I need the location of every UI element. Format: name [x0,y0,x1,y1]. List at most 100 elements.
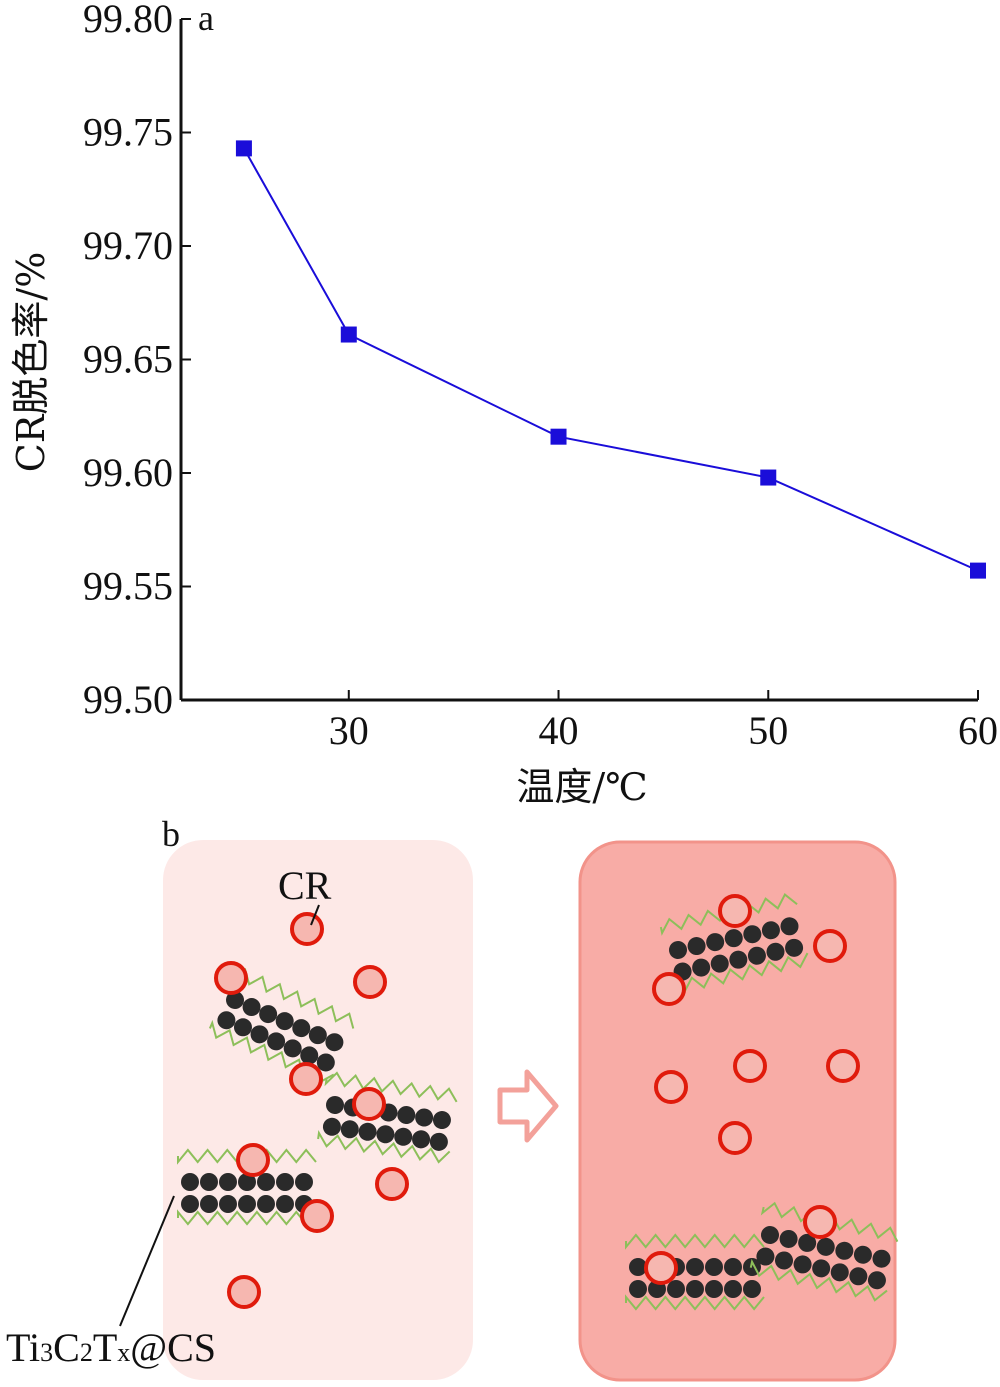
cr-dye-molecule [236,1143,270,1177]
sheet-atom [275,1012,294,1031]
sheet-atom [761,1226,779,1244]
x-tick-label: 30 [329,708,369,753]
sheet-atom [853,1245,872,1264]
cr-dye-molecule [290,912,324,946]
cr-dye-molecule [227,1275,261,1309]
sheet-atom [217,1011,236,1030]
sheet-atom [729,950,748,969]
data-point-marker [235,140,252,157]
process-arrow [497,1069,559,1143]
panel-label-a: a [198,0,214,38]
sheet-atom [849,1267,868,1286]
sheet-atom [798,1233,817,1252]
cr-dye-molecule [353,965,387,999]
sheet-atom [394,1127,413,1146]
sheet-atom [747,946,766,965]
sheet-atom [397,1106,416,1125]
x-tick-label: 40 [539,708,579,753]
polymer-chain [177,1209,317,1226]
sheet-atom [743,925,762,944]
panel-label-b: b [162,814,180,854]
sheet-atom [761,921,780,940]
sheet-atom [687,937,706,956]
sheet-atom [629,1258,647,1276]
polymer-chain [317,1130,451,1164]
sheet-atom [242,998,261,1017]
y-axis-title: CR脱色率/% [9,252,53,473]
series-markers [235,140,986,579]
sheet-atom [283,1039,302,1058]
sheet-atom [257,1195,275,1213]
cr-dye-molecule [803,1205,837,1239]
composite-label: Ti3C2Tx@CS [6,1325,216,1370]
sheet-atom [779,1229,798,1248]
schematic-b: b CR Ti3C2Tx@CS [6,814,899,1382]
cr-dye-molecule [813,929,847,963]
sheet-atom [692,958,711,977]
sheet-atom [785,938,804,957]
sheet-atom [686,1280,704,1298]
sheet-atom [276,1195,294,1213]
sheet-atom [219,1195,237,1213]
sheet-atom [181,1173,199,1191]
sheet-atom [812,1259,831,1278]
sheet-atom [780,917,799,936]
sheet-atom [669,941,687,959]
sheet-atom [775,1251,794,1270]
sheet-atom [766,942,785,961]
nanosheet [659,893,809,994]
sheets-layer [177,893,899,1311]
cr-dye-molecule [289,1062,323,1096]
x-tick-label: 50 [748,708,788,753]
sheet-atom [300,1046,319,1065]
sheet-atom [867,1271,886,1290]
sheet-atom [724,1280,742,1298]
sheet-atom [743,1280,761,1298]
sheet-atom [325,1033,344,1052]
cr-dye-molecule [352,1087,386,1121]
nanosheet [625,1233,765,1311]
sheet-atom [415,1108,434,1127]
y-tick-label: 99.60 [83,450,173,495]
data-point-marker [550,428,567,445]
cr-dye-molecule [718,894,752,928]
polymer-chain [625,1294,765,1311]
sheet-atom [238,1173,256,1191]
y-tick-label: 99.70 [83,223,173,268]
polymer-chain [625,1233,765,1250]
sheet-atom [276,1173,294,1191]
sheet-atom [686,1258,704,1276]
cr-dye-molecule [718,1121,752,1155]
sheet-atom [308,1026,327,1045]
sheet-atom [376,1125,395,1144]
sheet-atom [292,1019,311,1038]
polymer-chain [324,1071,458,1103]
sheet-atom [412,1130,431,1149]
composite-leader-line [119,1195,175,1327]
y-tick-label: 99.75 [83,110,173,155]
x-ticks: 30 40 50 60 [329,690,998,753]
sheet-atom [667,1280,685,1298]
cr-dye-molecule [652,972,686,1006]
sheet-atom [706,933,725,952]
sheet-atom [705,1258,723,1276]
sheet-atom [432,1111,451,1130]
sheet-atom [340,1120,359,1139]
sheet-atom [257,1173,275,1191]
sheet-atom [830,1263,849,1282]
sheet-atom [710,954,729,973]
data-point-marker [970,562,986,579]
y-tick-label: 99.80 [83,0,173,41]
chart-a: a 99.50 99.55 99.60 99.65 99.70 99.75 99.80 30… [9,0,998,809]
cr-dye-molecule [826,1049,860,1083]
sheet-atom [724,929,743,948]
data-point-marker [340,326,357,343]
sheet-atom [756,1247,775,1266]
sheet-atom [835,1241,854,1260]
sheet-atom [816,1237,835,1256]
sheet-atom [316,1053,335,1072]
cr-dye-molecule [214,961,248,995]
y-ticks: 99.50 99.55 99.60 99.65 99.70 99.75 99.80 [83,0,191,722]
sheet-atom [250,1025,269,1044]
